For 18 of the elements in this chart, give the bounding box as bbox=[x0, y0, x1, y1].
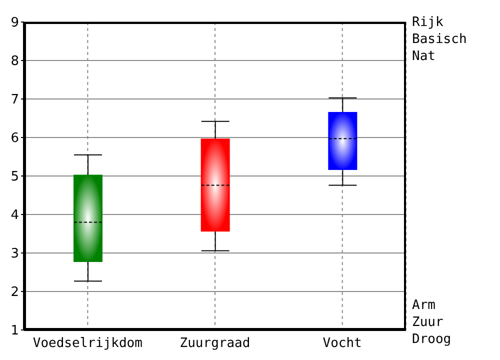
y-tick-label: 6 bbox=[10, 131, 19, 146]
y-tick-label: 9 bbox=[10, 16, 19, 31]
y-tick-label: 7 bbox=[10, 92, 19, 108]
x-tick-label: Vocht bbox=[322, 336, 362, 352]
y-tick-label: 4 bbox=[10, 208, 19, 224]
text: Droog bbox=[412, 331, 452, 348]
text: Basisch bbox=[412, 31, 467, 48]
text: Zuur bbox=[412, 314, 444, 331]
y-tick-label: 3 bbox=[10, 246, 19, 262]
text: Nat bbox=[412, 48, 436, 65]
text: Rijk bbox=[412, 14, 444, 31]
y-tick-label: 8 bbox=[10, 54, 19, 70]
x-tick-label: Zuurgraad bbox=[180, 336, 250, 352]
y-tick-label: 1 bbox=[10, 324, 19, 339]
x-tick-label: Voedselrijkdom bbox=[32, 336, 143, 352]
y-tick-label: 2 bbox=[10, 285, 19, 300]
y-tick-label: 5 bbox=[10, 170, 19, 185]
text: Arm bbox=[412, 297, 436, 314]
